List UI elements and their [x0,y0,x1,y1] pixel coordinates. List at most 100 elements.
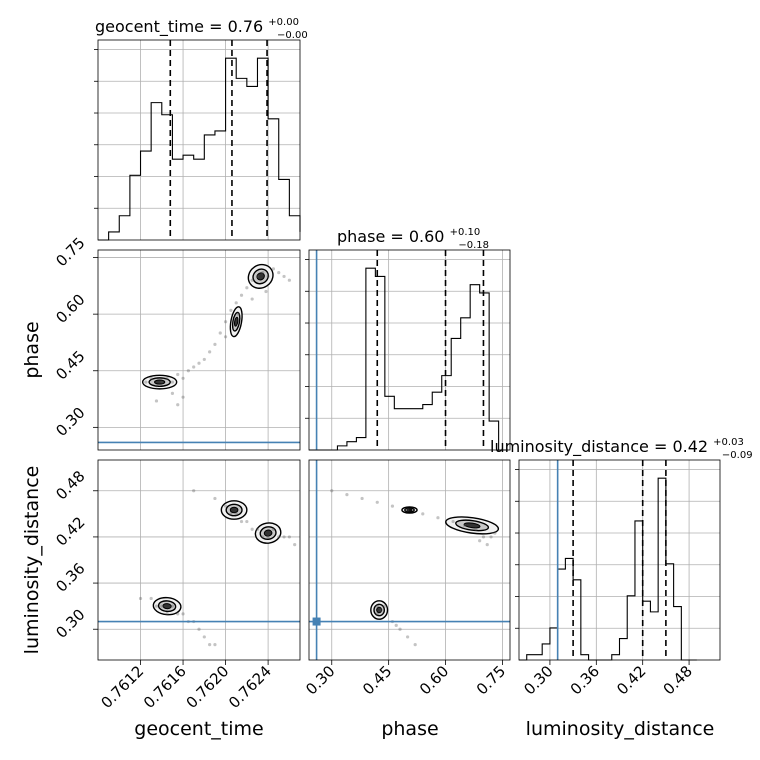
sample-point [213,342,217,346]
sample-point [360,496,364,501]
sample-point [138,596,143,601]
ytick-label: 0.48 [52,467,88,503]
sample-point [197,361,201,365]
xlabel-luminosity_distance: luminosity_distance [526,718,715,740]
sample-point [271,527,276,531]
xtick-label: 0.60 [416,662,452,698]
sample-point [239,519,244,524]
panel-phase-histogram [305,249,511,451]
ytick-label: 0.60 [52,290,88,326]
sample-point [489,535,493,539]
sample-point [208,350,212,354]
sample-point [181,376,185,380]
xtick-label: 0.42 [613,662,649,698]
panel-frame [97,39,301,241]
panel-frame [518,459,721,661]
sample-point [165,612,169,616]
sample-point [170,380,175,384]
sample-point [474,527,478,531]
truth-marker [312,617,321,626]
xlabel-geocent_time: geocent_time [134,718,263,740]
ytick-label: 0.45 [52,347,88,383]
title-minus: −0.18 [458,240,489,251]
sample-point [213,496,217,501]
xtick-label: 0.75 [473,662,509,698]
sample-point [481,535,486,539]
ytick-label: 0.30 [52,606,88,642]
sample-point [229,308,233,312]
sample-point [165,376,169,380]
sample-point [264,289,268,294]
sample-point [223,320,228,324]
sample-point [250,297,254,301]
panel-luminosity_distance-histogram [515,459,721,661]
xlabel-phase: phase [381,718,438,740]
sample-point [154,384,159,388]
sample-point [398,627,402,631]
sample-point [255,527,260,531]
sample-point [390,504,395,508]
panel-frame [97,249,301,451]
density-contour [263,529,273,537]
xtick-label: 0.7612 [98,662,148,712]
sample-point [406,508,410,512]
sample-point [493,531,497,535]
sample-point [229,512,233,516]
sample-point [154,604,159,608]
ylabel-phase: phase [21,321,43,378]
sample-point [202,357,206,362]
title-plus: +0.03 [713,437,744,448]
density-contour [154,379,166,385]
density-contour [162,603,172,610]
sample-point [218,331,222,335]
sample-point [421,512,425,516]
panel-luminosity_distance-vs-geocent_time [97,459,301,661]
sample-point [375,604,379,608]
sample-point [170,391,175,395]
xtick-label: 0.7624 [225,662,275,712]
title-luminosity_distance: luminosity_distance = 0.42 +0.03 −0.09 [490,430,753,461]
ytick-label: 0.36 [52,559,88,595]
title-geocent_time: geocent_time = 0.76 +0.00 −0.00 [95,10,308,41]
sample-point [277,535,281,539]
sample-point [181,395,185,399]
sample-point [160,604,164,608]
sample-point [245,286,249,290]
sample-point [406,635,410,639]
panel-frame [97,459,301,661]
sample-point [266,274,270,279]
sample-point [282,274,286,279]
sample-point [149,596,153,601]
density-contour [256,272,265,281]
density-contour [463,522,481,529]
sample-point [181,612,185,616]
ytick-label: 0.75 [52,234,88,270]
panel-phase-vs-geocent_time [97,249,301,451]
sample-point [485,543,489,547]
xtick-label: 0.30 [520,662,556,698]
sample-point [379,608,383,612]
sample-point [255,274,260,279]
sample-point [202,635,206,639]
panel-frame [308,249,511,451]
ylabel-luminosity_distance: luminosity_distance [21,466,43,655]
histogram-steps [98,57,301,241]
density-contour [406,508,413,512]
sample-point [277,271,281,275]
sample-point [451,519,455,524]
sample-point [271,267,276,271]
ytick-label: 0.42 [52,513,88,549]
sample-point [239,293,244,297]
sample-point [436,516,440,520]
ytick-label: 0.30 [52,404,88,440]
sample-point [176,403,180,407]
xtick-label: 0.48 [660,662,696,698]
sample-point [478,539,482,543]
sample-point [186,369,190,373]
xtick-label: 0.36 [567,662,603,698]
sample-point [223,504,228,508]
sample-point [192,489,196,493]
sample-point [250,527,254,531]
